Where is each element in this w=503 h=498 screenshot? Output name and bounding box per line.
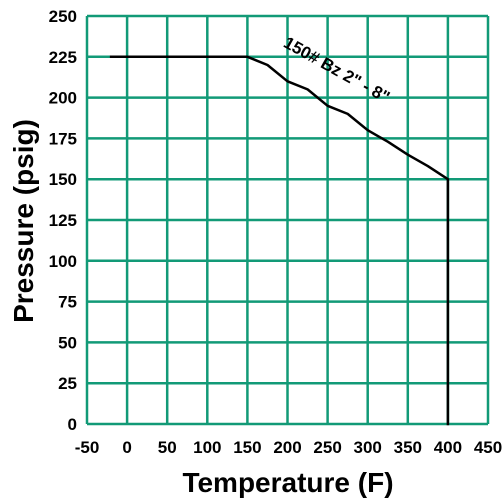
x-tick-label: 100 [193, 438, 221, 457]
y-tick-label: 0 [68, 415, 77, 434]
x-tick-label: 300 [354, 438, 382, 457]
series-layer [109, 55, 450, 426]
y-tick-label: 100 [49, 252, 77, 271]
series-label: 150# Bz 2" - 8" [280, 33, 393, 107]
x-tick-label: 350 [394, 438, 422, 457]
x-tick-label: 400 [434, 438, 462, 457]
y-tick-label: 175 [49, 129, 77, 148]
x-tick-label: 450 [474, 438, 502, 457]
y-tick-label: 50 [58, 333, 77, 352]
x-tick-labels: -50 0 50 100 150 200 250 300 350 400 450 [75, 438, 502, 457]
grid [85, 14, 490, 426]
y-tick-labels: 0 25 50 75 100 125 150 175 200 225 250 [49, 7, 77, 434]
y-tick-label: 150 [49, 170, 77, 189]
series-line [109, 55, 450, 426]
y-tick-label: 25 [58, 374, 77, 393]
x-tick-label: 50 [158, 438, 177, 457]
y-tick-label: 75 [58, 293, 77, 312]
x-tick-label: 0 [122, 438, 131, 457]
x-tick-label: 250 [313, 438, 341, 457]
x-tick-label: 200 [273, 438, 301, 457]
x-tick-label: -50 [75, 438, 100, 457]
y-tick-label: 250 [49, 7, 77, 26]
y-tick-label: 200 [49, 89, 77, 108]
y-axis-title: Pressure (psig) [8, 119, 39, 323]
x-axis-title: Temperature (F) [182, 467, 393, 498]
x-tick-label: 150 [233, 438, 261, 457]
y-tick-label: 125 [49, 211, 77, 230]
y-tick-label: 225 [49, 48, 77, 67]
